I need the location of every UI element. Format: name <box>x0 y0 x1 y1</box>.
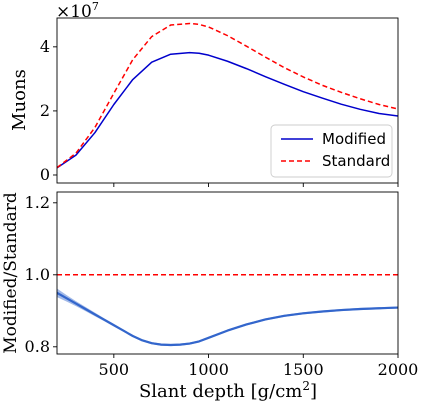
legend-modified-label: Modified <box>322 130 386 148</box>
bottom-y-ticks: 0.8 1.0 1.2 <box>25 193 57 356</box>
bottom-xtick-label: 2000 <box>378 360 419 379</box>
top-y-axis-label: Muons <box>9 69 30 131</box>
bottom-ytick-label: 1.2 <box>25 193 50 212</box>
bottom-ytick-label: 1.0 <box>25 265 50 284</box>
top-ytick-label: 4 <box>40 37 50 56</box>
top-x-ticks <box>113 183 399 187</box>
bottom-axes-frame <box>56 191 399 355</box>
bottom-series-group <box>57 274 398 347</box>
legend-standard-label: Standard <box>322 152 390 170</box>
bottom-x-ticks: 500 1000 1500 2000 <box>99 354 419 379</box>
top-panel: 0 2 4 Muons ×107 Modified Standard <box>9 0 399 187</box>
top-modified-line <box>57 51 398 169</box>
top-axes-frame <box>56 17 399 184</box>
bottom-y-axis-label: Modified/Standard <box>1 192 21 354</box>
bottom-panel: 0.8 1.0 1.2 500 1000 1500 2000 Modified/Stand… <box>1 191 419 402</box>
bottom-modified-standard-ratio-line <box>57 291 398 347</box>
bottom-xtick-label: 1000 <box>188 360 229 379</box>
top-series-group <box>57 22 398 169</box>
legend: Modified Standard <box>270 124 393 178</box>
bottom-x-axis-label: Slant depth [g/cm2] <box>139 379 317 402</box>
bottom-xtick-label: 500 <box>99 360 130 379</box>
top-standard-line <box>57 22 398 169</box>
bottom-modified-standard-ratio-error-band <box>57 288 398 347</box>
bottom-plot-area <box>57 274 398 347</box>
legend-box <box>270 124 393 178</box>
top-plot-area <box>57 22 398 169</box>
top-y-multiplier: ×107 <box>56 0 99 22</box>
top-y-ticks: 0 2 4 <box>40 37 57 184</box>
top-ytick-label: 2 <box>40 101 50 120</box>
top-ytick-label: 0 <box>40 165 50 184</box>
bottom-xtick-label: 1500 <box>283 360 324 379</box>
bottom-ytick-label: 0.8 <box>25 337 50 356</box>
